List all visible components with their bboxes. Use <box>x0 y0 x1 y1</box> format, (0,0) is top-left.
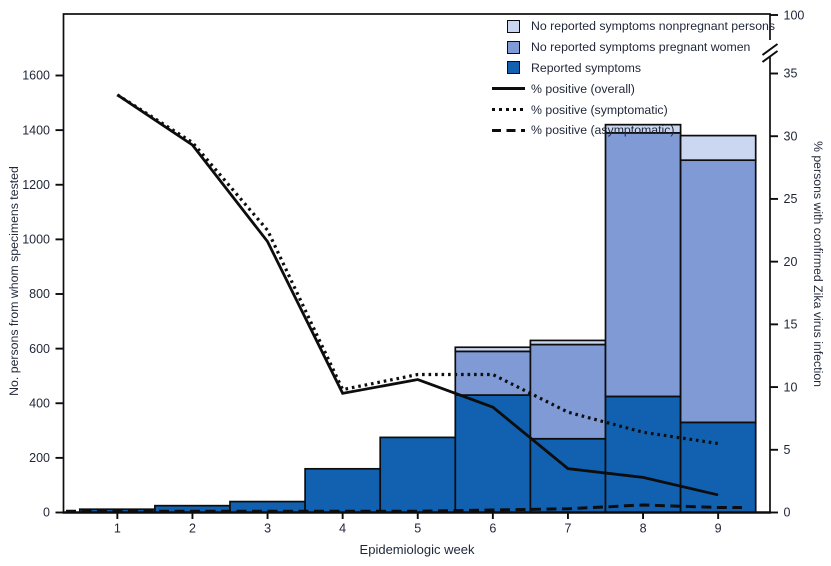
y-left-tick-label: 400 <box>29 396 50 410</box>
x-tick-label-week9: 9 <box>715 522 722 536</box>
bar-week9-reported-symptoms <box>679 421 757 514</box>
bar-week7-no-symptoms-pregnant <box>529 343 607 440</box>
line-percent-positive-symptomatic <box>116 93 719 446</box>
x-tick-label-week2: 2 <box>189 522 196 536</box>
legend-item-percent-asymptomatic: % positive (asymptomatic) <box>490 120 775 141</box>
x-axis-label: Epidemiologic week <box>359 542 475 557</box>
legend-label: % positive (asymptomatic) <box>531 123 675 138</box>
y-right-top-tick-label: 100 <box>784 9 805 23</box>
reported-symptoms-swatch-icon <box>507 61 520 75</box>
x-tick-label-week4: 4 <box>339 522 346 536</box>
y-right-tick-label: 15 <box>784 318 798 332</box>
y-right-tick-label: 20 <box>784 255 798 269</box>
x-tick-label-week8: 8 <box>640 522 647 536</box>
nonpregnant-swatch-icon <box>507 19 520 33</box>
x-tick-label-week3: 3 <box>264 522 271 536</box>
legend-label: No reported symptoms nonpregnant persons <box>531 19 776 34</box>
y-right-tick-label: 10 <box>784 380 798 394</box>
x-tick-label-week6: 6 <box>489 522 496 536</box>
legend-item-no-symptoms-pregnant: No reported symptoms pregnant women <box>490 37 775 58</box>
bar-week8-no-symptoms-nonpregnant <box>604 123 682 134</box>
y-left-tick-label: 1600 <box>22 69 50 83</box>
bar-week6-no-symptoms-nonpregnant <box>454 346 532 353</box>
y-left-tick-label: 600 <box>29 342 50 356</box>
legend-label: % positive (symptomatic) <box>531 102 668 117</box>
y-right-tick-label: 0 <box>784 506 791 520</box>
solid-line-icon <box>492 87 525 91</box>
y-right-tick-label: 35 <box>784 67 798 81</box>
legend-item-no-symptoms-nonpregnant: No reported symptoms nonpregnant persons <box>490 16 775 37</box>
y-right-tick-label: 25 <box>784 192 798 206</box>
pregnant-swatch-icon <box>507 40 520 54</box>
axis-break-slash <box>761 43 779 56</box>
y-left-tick-label: 200 <box>29 451 50 465</box>
y-left-tick-label: 1200 <box>22 178 50 192</box>
axis-break-slash <box>761 50 779 63</box>
line-percent-positive-asymptomatic <box>66 503 742 513</box>
x-tick-label-week5: 5 <box>414 522 421 536</box>
line-percent-positive-overall <box>116 93 719 497</box>
dotted-line-icon <box>492 107 525 112</box>
bar-week8-no-symptoms-pregnant <box>604 132 682 398</box>
y-left-tick-label: 1000 <box>22 233 50 247</box>
bar-week6-no-symptoms-pregnant <box>454 350 532 396</box>
x-tick-label-week1: 1 <box>114 522 121 536</box>
bar-week9-no-symptoms-nonpregnant <box>679 134 757 162</box>
x-tick-label-week7: 7 <box>564 522 571 536</box>
bar-week9-no-symptoms-pregnant <box>679 159 757 424</box>
bar-week8-reported-symptoms <box>604 395 682 514</box>
y-axis-left-label: No. persons from whom specimens tested <box>7 166 21 396</box>
legend-label: % positive (overall) <box>531 81 635 96</box>
y-right-tick-label: 30 <box>784 129 798 143</box>
y-axis-right-label: % persons with confirmed Zika virus infe… <box>811 140 825 388</box>
legend-item-percent-symptomatic: % positive (symptomatic) <box>490 99 775 120</box>
legend-label: No reported symptoms pregnant women <box>531 40 751 55</box>
bar-week6-reported-symptoms <box>454 394 532 514</box>
bar-week7-no-symptoms-nonpregnant <box>529 339 607 346</box>
legend: No reported symptoms nonpregnant persons… <box>490 16 775 141</box>
legend-item-reported-symptoms: Reported symptoms <box>490 58 775 79</box>
y-left-tick-label: 0 <box>43 506 50 520</box>
legend-item-percent-overall: % positive (overall) <box>490 78 775 99</box>
y-left-tick-label: 800 <box>29 287 50 301</box>
dashed-line-icon <box>492 128 525 132</box>
bar-week4-reported-symptoms <box>304 467 382 514</box>
bar-week7-reported-symptoms <box>529 437 607 514</box>
bar-week5-reported-symptoms <box>379 436 457 514</box>
legend-label: Reported symptoms <box>531 60 642 75</box>
y-left-tick-label: 1400 <box>22 123 50 137</box>
y-right-tick-label: 5 <box>784 443 791 457</box>
